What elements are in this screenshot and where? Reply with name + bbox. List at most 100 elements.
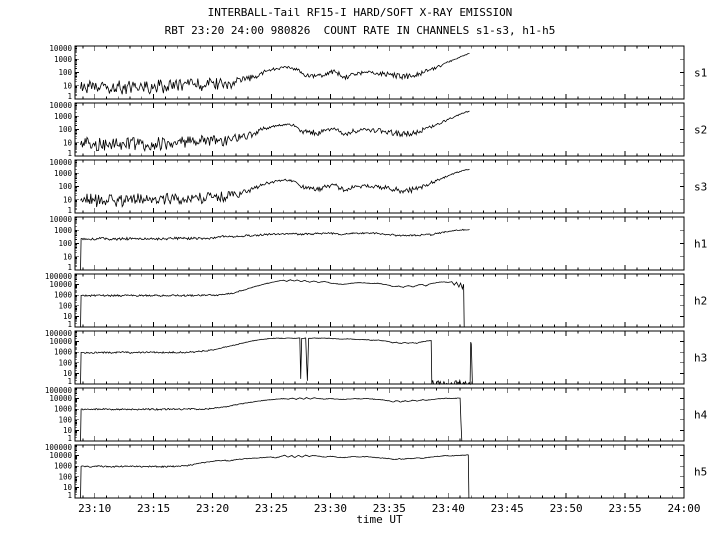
- y-axis-labels-s1: 1 10 100 1000 10000: [49, 44, 72, 101]
- channel-label-h1: h1: [694, 238, 707, 251]
- panel-frame-h1: [74, 216, 685, 271]
- y-axis-labels-s3: 1 10 100 1000 10000: [49, 158, 72, 215]
- series-h1-trace: [80, 228, 470, 271]
- series-h5-trace: [80, 454, 470, 499]
- panel-frame-h2: [74, 273, 685, 328]
- svg-text:100: 100: [58, 472, 72, 481]
- svg-text:100000: 100000: [45, 329, 73, 338]
- panel-h1: 1 10 100 1000 10000 h1: [49, 215, 707, 272]
- svg-text:10: 10: [63, 426, 73, 435]
- svg-text:1000: 1000: [54, 112, 73, 121]
- svg-text:23:50: 23:50: [550, 502, 583, 515]
- svg-text:1000: 1000: [54, 226, 73, 235]
- svg-text:10: 10: [63, 195, 73, 204]
- x-axis-title: time UT: [356, 513, 403, 526]
- svg-text:10: 10: [63, 252, 73, 261]
- svg-text:10: 10: [63, 312, 73, 321]
- panel-frame-h4: [74, 387, 685, 442]
- svg-text:10000: 10000: [49, 337, 72, 346]
- svg-text:100: 100: [58, 415, 72, 424]
- channel-label-h2: h2: [694, 295, 707, 308]
- svg-text:10: 10: [63, 81, 73, 90]
- svg-text:1: 1: [67, 377, 72, 386]
- svg-text:23:40: 23:40: [432, 502, 465, 515]
- svg-text:23:25: 23:25: [255, 502, 288, 515]
- svg-text:100: 100: [58, 239, 72, 248]
- svg-text:100: 100: [58, 182, 72, 191]
- y-axis-labels-s2: 1 10 100 1000 10000: [49, 101, 72, 158]
- svg-text:1: 1: [67, 434, 72, 443]
- svg-text:1000: 1000: [54, 169, 73, 178]
- axis-ticks-h2: [75, 273, 685, 328]
- channel-label-s3: s3: [694, 181, 707, 194]
- chart-title: INTERBALL-Tail RF15-I HARD/SOFT X-RAY EM…: [207, 6, 513, 19]
- axis-ticks-h3: [75, 330, 685, 385]
- panel-frame-h5: [74, 444, 685, 499]
- svg-text:10000: 10000: [49, 280, 72, 289]
- chart-subtitle: RBT 23:20 24:00 980826 COUNT RATE IN CHA…: [164, 24, 556, 37]
- svg-text:23:45: 23:45: [491, 502, 524, 515]
- svg-text:10000: 10000: [49, 158, 72, 167]
- svg-text:1000: 1000: [54, 348, 73, 357]
- series-s1-trace: [80, 52, 470, 95]
- panel-frame-s3: [74, 159, 685, 214]
- svg-text:100: 100: [58, 125, 72, 134]
- y-axis-labels-h1: 1 10 100 1000 10000: [49, 215, 72, 272]
- axis-ticks-h5: [75, 444, 685, 499]
- svg-text:1: 1: [67, 92, 72, 101]
- x-axis-tick-labels: 23:10 23:15 23:20 23:25 23:30 23:35 23:40 23:45…: [78, 502, 700, 515]
- svg-text:10000: 10000: [49, 215, 72, 224]
- svg-text:23:20: 23:20: [196, 502, 229, 515]
- channel-label-s1: s1: [694, 67, 707, 80]
- svg-text:1000: 1000: [54, 462, 73, 471]
- svg-text:10: 10: [63, 138, 73, 147]
- svg-text:10000: 10000: [49, 101, 72, 110]
- svg-text:1: 1: [67, 491, 72, 500]
- axis-ticks-s1: [75, 45, 685, 100]
- svg-text:23:55: 23:55: [609, 502, 642, 515]
- axis-ticks-s3: [75, 159, 685, 214]
- series-s2-trace: [80, 110, 470, 152]
- svg-text:1: 1: [67, 149, 72, 158]
- panel-s1: 1 10 100 1000 10000 s1: [49, 44, 707, 101]
- channel-label-s2: s2: [694, 124, 707, 137]
- svg-text:10000: 10000: [49, 451, 72, 460]
- svg-text:100000: 100000: [45, 272, 73, 281]
- svg-text:23:10: 23:10: [78, 502, 111, 515]
- svg-text:100000: 100000: [45, 443, 73, 452]
- series-h3-trace: [80, 337, 473, 386]
- svg-text:10: 10: [63, 483, 73, 492]
- svg-text:1: 1: [67, 320, 72, 329]
- svg-text:24:00: 24:00: [667, 502, 700, 515]
- svg-text:23:35: 23:35: [373, 502, 406, 515]
- svg-text:10000: 10000: [49, 394, 72, 403]
- svg-text:100: 100: [58, 301, 72, 310]
- svg-text:100: 100: [58, 358, 72, 367]
- channel-label-h5: h5: [694, 466, 707, 479]
- channel-label-h4: h4: [694, 409, 708, 422]
- channel-label-h3: h3: [694, 352, 707, 365]
- series-h4-trace: [80, 397, 463, 442]
- panel-s2: 1 10 100 1000 10000 s2: [49, 101, 707, 158]
- svg-text:10: 10: [63, 369, 73, 378]
- panel-s3: 1 10 100 1000 10000 s3: [49, 158, 707, 215]
- svg-text:23:15: 23:15: [137, 502, 170, 515]
- panel-frame-h3: [74, 330, 685, 385]
- svg-text:100: 100: [58, 68, 72, 77]
- axis-ticks-h1: [75, 216, 685, 271]
- svg-text:100000: 100000: [45, 386, 73, 395]
- svg-text:1000: 1000: [54, 405, 73, 414]
- svg-text:1000: 1000: [54, 55, 73, 64]
- svg-text:10000: 10000: [49, 44, 72, 53]
- svg-text:1000: 1000: [54, 291, 73, 300]
- svg-text:1: 1: [67, 206, 72, 215]
- axis-ticks-s2: [75, 102, 685, 157]
- series-s3-trace: [80, 168, 470, 208]
